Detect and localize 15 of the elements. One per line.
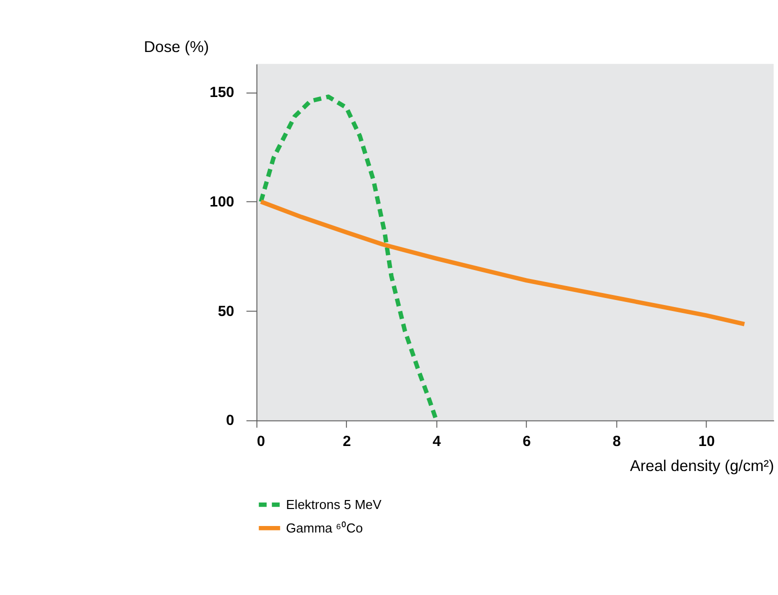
y-axis-title: Dose (%) <box>144 39 209 56</box>
x-tick-label: 4 <box>432 434 442 450</box>
y-tick-label: 50 <box>218 304 234 320</box>
x-tick-label: 8 <box>612 434 621 450</box>
x-tick-label: 2 <box>342 434 351 450</box>
x-tick-label: 10 <box>698 434 715 450</box>
y-tick-label: 0 <box>226 413 234 430</box>
x-axis-title: Areal density (g/cm²) <box>630 458 774 476</box>
legend-label: Elektrons 5 MeV <box>286 496 382 512</box>
x-tick-label: 0 <box>256 434 266 450</box>
line-series <box>258 200 747 326</box>
y-tick-label: 150 <box>210 85 234 102</box>
legend-label: Gamma ⁶⁰Co <box>286 520 363 536</box>
y-tick-label: 100 <box>210 194 234 210</box>
x-tick-label: 6 <box>522 434 531 450</box>
